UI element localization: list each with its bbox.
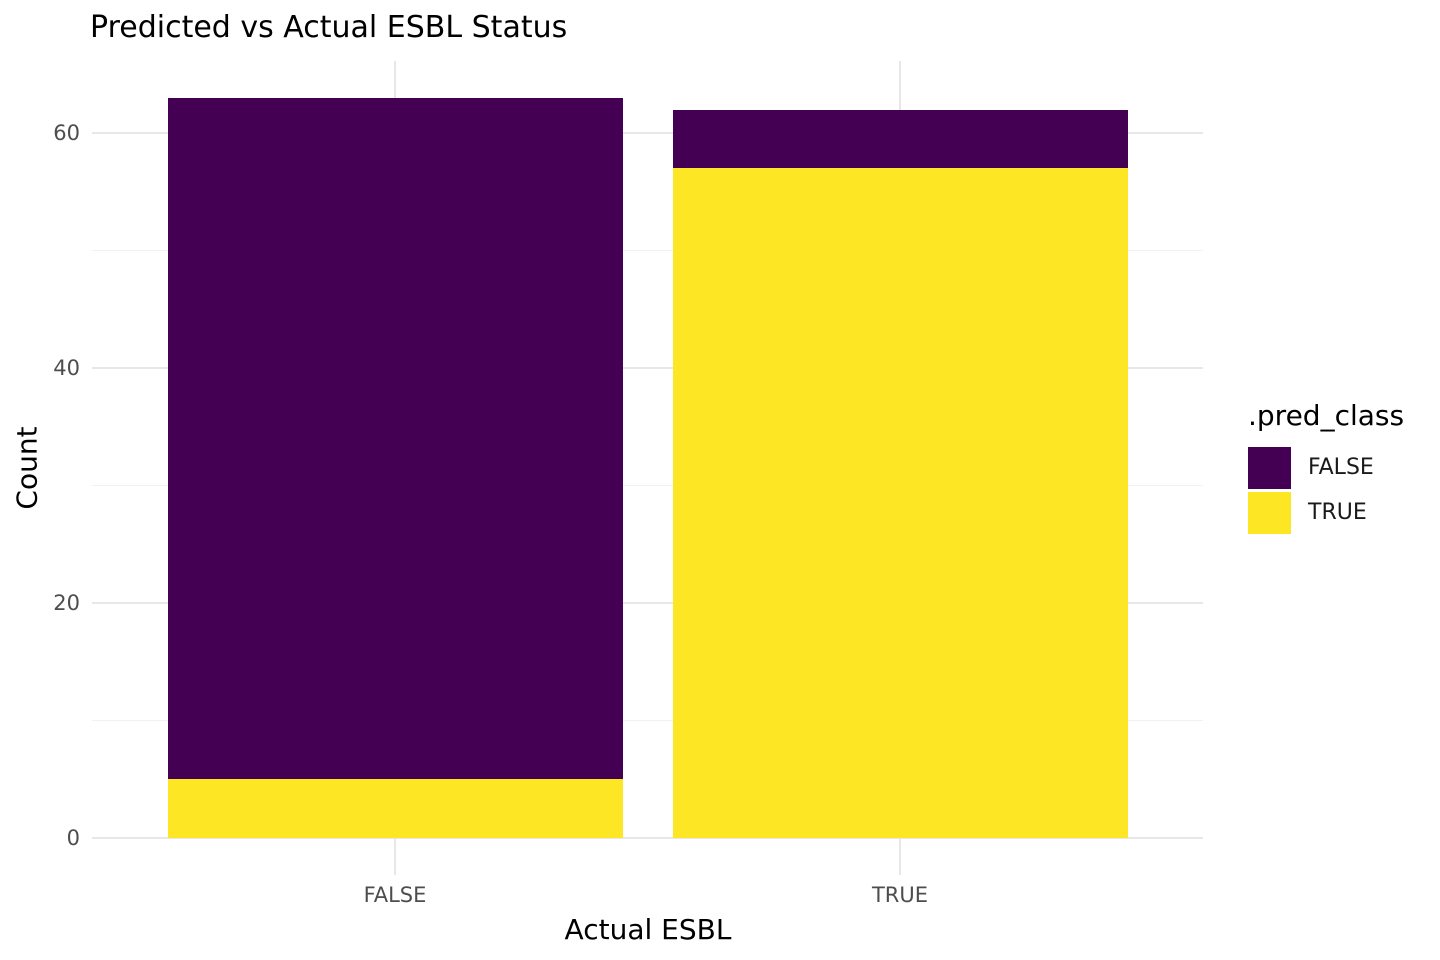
y-tick-label: 40	[53, 356, 80, 380]
legend-swatch-false	[1248, 447, 1291, 489]
y-tick-label: 60	[53, 121, 80, 145]
x-tick-label: FALSE	[363, 883, 427, 907]
gridline-minor	[92, 250, 1203, 251]
legend-entry-false: FALSE	[1248, 447, 1404, 489]
gridline-major	[92, 367, 1203, 369]
gridline-minor	[92, 720, 1203, 721]
y-tick-label: 20	[53, 591, 80, 615]
gridline-minor	[92, 485, 1203, 486]
gridline-major	[92, 602, 1203, 604]
legend-label-true: TRUE	[1308, 500, 1367, 525]
bar-segment-pred-false-actual-true	[672, 109, 1128, 169]
x-axis-title: Actual ESBL	[564, 913, 732, 946]
gridline-major	[92, 837, 1203, 839]
chart-title: Predicted vs Actual ESBL Status	[90, 10, 568, 45]
legend-swatch-true	[1248, 492, 1291, 534]
gridline-major	[92, 132, 1203, 134]
bar-segment-pred-true-actual-true	[672, 168, 1128, 838]
legend-label-false: FALSE	[1308, 455, 1374, 480]
bar-segment-pred-false-actual-false	[167, 97, 623, 780]
bar-segment-pred-true-actual-false	[167, 779, 623, 838]
y-axis-title: Count	[10, 426, 44, 510]
x-tick-label: TRUE	[871, 883, 929, 907]
y-tick-label: 0	[66, 826, 80, 850]
legend-title: .pred_class	[1248, 399, 1405, 432]
legend: .pred_class FALSE TRUE	[1248, 399, 1404, 537]
legend-entries: FALSE TRUE	[1248, 447, 1404, 534]
legend-entry-true: TRUE	[1248, 492, 1404, 534]
plot-panel	[92, 61, 1203, 875]
